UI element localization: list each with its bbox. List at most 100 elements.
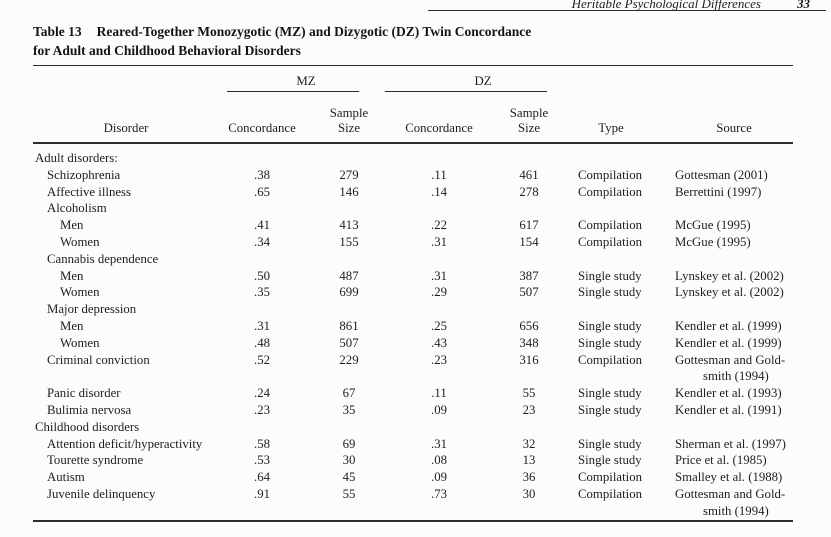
- cell-mz-concordance: .31: [254, 318, 270, 333]
- column-header-source: Source: [716, 121, 752, 135]
- cell-dz-sample-size: 387: [519, 268, 539, 283]
- cell-type: Compilation: [578, 470, 642, 485]
- source-line1: Smalley et al. (1988): [675, 470, 783, 485]
- cell-source: Kendler et al. (1999): [649, 318, 793, 335]
- cell-mz-sample-size: 35: [342, 402, 356, 417]
- cell-dz-concordance: .14: [431, 184, 447, 199]
- cell-dz-concordance: .23: [431, 352, 447, 367]
- cell-dz-sample-size: 656: [519, 318, 539, 333]
- cell-disorder: Criminal conviction: [47, 352, 150, 367]
- cell-disorder: Cannabis dependence: [47, 251, 159, 266]
- cell-disorder: Schizophrenia: [47, 167, 121, 182]
- cell-mz-sample-size: 699: [339, 285, 359, 300]
- column-header-dz-sample-size: Sample Size: [485, 92, 573, 143]
- source-line2: smith (1994): [703, 503, 769, 518]
- cell-mz-concordance: [219, 143, 305, 167]
- size-word: Size: [337, 121, 361, 135]
- cell-source: Sherman et al. (1997): [649, 436, 793, 453]
- cell-type: Single study: [578, 285, 642, 300]
- concordance-table: MZ DZ Disorder Concordance Sample Size Co…: [33, 65, 793, 522]
- section-row: Childhood disorders: [33, 419, 793, 436]
- cell-disorder: Major depression: [47, 302, 137, 317]
- running-head-title: Heritable Psychological Differences: [571, 0, 761, 11]
- cell-mz-sample-size: 55: [342, 486, 356, 501]
- cell-mz-sample-size: [305, 301, 393, 318]
- cell-dz-concordance: .31: [431, 436, 447, 451]
- cell-dz-sample-size: [485, 251, 573, 268]
- cell-dz-sample-size: 617: [519, 218, 539, 233]
- source-line1: Lynskey et al. (2002): [675, 268, 784, 283]
- column-header-dz-concordance: Concordance: [405, 121, 473, 135]
- cell-source: Price et al. (1985): [649, 452, 793, 469]
- cell-dz-sample-size: 278: [519, 184, 539, 199]
- cell-dz-sample-size: [485, 419, 573, 436]
- cell-source: Gottesman and Gold-smith (1994): [649, 486, 793, 521]
- cell-mz-sample-size: [305, 143, 393, 167]
- cell-dz-concordance: [393, 419, 485, 436]
- cell-mz-concordance: .58: [254, 436, 270, 451]
- cell-disorder: Women: [60, 234, 100, 249]
- column-header-mz-sample-size: Sample Size: [305, 92, 393, 143]
- cell-source: Gottesman and Gold-smith (1994): [649, 352, 793, 386]
- cell-source: [649, 419, 793, 436]
- table-row: Women .34 155 .31 154 Compilation McGue (1995): [33, 234, 793, 251]
- table-row: Criminal conviction .52 229 .23 316 Compilati…: [33, 352, 793, 386]
- source-line1: Gottesman and Gold-: [675, 486, 786, 501]
- cell-mz-concordance: .65: [254, 184, 270, 199]
- cell-dz-concordance: .43: [431, 335, 447, 350]
- cell-source: McGue (1995): [649, 234, 793, 251]
- table-row: Juvenile delinquency .91 55 .73 30 Compilatio…: [33, 486, 793, 521]
- cell-source: [649, 143, 793, 167]
- cell-dz-concordance: .08: [431, 453, 447, 468]
- cell-mz-concordance: .48: [254, 335, 270, 350]
- cell-mz-sample-size: 487: [339, 268, 359, 283]
- caption-title-line2: for Adult and Childhood Behavioral Disor…: [33, 43, 301, 58]
- cell-dz-concordance: .25: [431, 318, 447, 333]
- caption-line1: Table 13 Reared-Together Monozygotic (MZ)…: [33, 22, 793, 41]
- table-row: Bulimia nervosa .23 35 .09 23 Single study Ken…: [33, 402, 793, 419]
- cell-mz-sample-size: 155: [339, 234, 359, 249]
- cell-type: Single study: [578, 335, 642, 350]
- cell-type: Single study: [578, 386, 642, 401]
- cell-mz-concordance: .50: [254, 268, 270, 283]
- source-line1: Kendler et al. (1999): [675, 335, 782, 350]
- cell-source: Lynskey et al. (2002): [649, 284, 793, 301]
- source-line1: Gottesman (2001): [675, 167, 768, 182]
- sample-word: Sample: [509, 106, 549, 120]
- cell-dz-sample-size: 348: [519, 335, 539, 350]
- source-line1: Gottesman and Gold-: [675, 352, 786, 367]
- cell-disorder: Attention deficit/hyperactivity: [47, 436, 203, 451]
- caption-title-line1: Reared-Together Monozygotic (MZ) and Diz…: [96, 24, 532, 39]
- cell-mz-sample-size: 507: [339, 335, 359, 350]
- cell-type: Compilation: [578, 234, 642, 249]
- table-row: Tourette syndrome .53 30 .08 13 Single study P…: [33, 452, 793, 469]
- cell-mz-concordance: .91: [254, 486, 270, 501]
- cell-dz-concordance: [393, 251, 485, 268]
- section-row: Alcoholism: [33, 200, 793, 217]
- cell-source: [649, 301, 793, 318]
- cell-dz-concordance: [393, 301, 485, 318]
- cell-type: Single study: [578, 453, 642, 468]
- cell-source: Lynskey et al. (2002): [649, 268, 793, 285]
- group-spacer: [649, 66, 793, 93]
- cell-dz-sample-size: 55: [522, 386, 536, 401]
- size-word: Size: [517, 121, 541, 135]
- source-line2: smith (1994): [703, 369, 769, 384]
- column-header-mz-concordance: Concordance: [228, 121, 296, 135]
- cell-type: Compilation: [578, 167, 642, 182]
- cell-disorder: Childhood disorders: [35, 419, 140, 434]
- dz-spanner-rule: [385, 91, 547, 92]
- page-number: 33: [797, 0, 810, 11]
- source-line1: Price et al. (1985): [675, 453, 767, 468]
- cell-type: [573, 419, 649, 436]
- cell-dz-sample-size: [485, 200, 573, 217]
- table-header: MZ DZ Disorder Concordance Sample Size Co…: [33, 66, 793, 143]
- column-header-disorder: Disorder: [103, 121, 149, 135]
- cell-mz-sample-size: 279: [339, 167, 359, 182]
- cell-dz-concordance: .11: [431, 386, 447, 401]
- section-row: Major depression: [33, 301, 793, 318]
- cell-disorder: Autism: [47, 470, 85, 485]
- cell-disorder: Tourette syndrome: [47, 453, 144, 468]
- cell-type: Compilation: [578, 218, 642, 233]
- source-line1: Kendler et al. (1999): [675, 318, 782, 333]
